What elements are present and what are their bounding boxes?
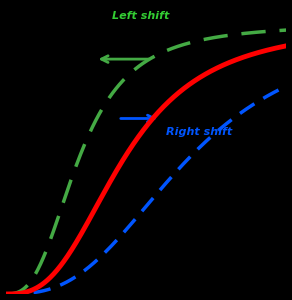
Text: Left shift: Left shift: [112, 11, 169, 21]
Text: Right shift: Right shift: [166, 127, 232, 136]
